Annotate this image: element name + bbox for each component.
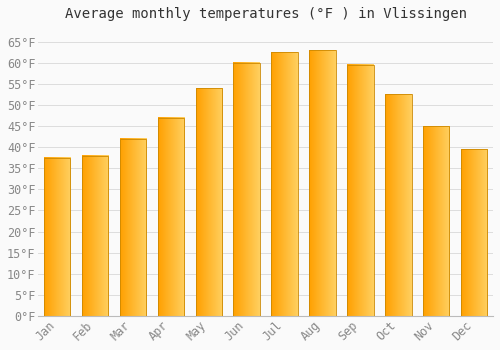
Bar	[272, 52, 298, 316]
Bar	[44, 158, 70, 316]
Bar	[385, 94, 411, 316]
Bar	[120, 139, 146, 316]
Bar	[158, 118, 184, 316]
Bar	[423, 126, 450, 316]
Bar	[347, 65, 374, 316]
Bar	[461, 149, 487, 316]
Bar	[309, 50, 336, 316]
Bar	[196, 88, 222, 316]
Bar	[82, 156, 108, 316]
Title: Average monthly temperatures (°F ) in Vlissingen: Average monthly temperatures (°F ) in Vl…	[64, 7, 466, 21]
Bar	[234, 63, 260, 316]
